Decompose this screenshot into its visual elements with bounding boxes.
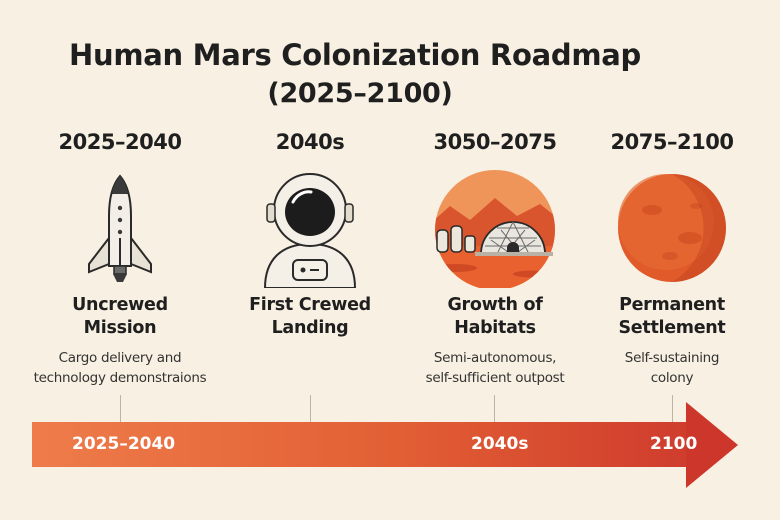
milestone-uncrewed-mission: 2025–2040 Uncrewed Mission Cargo deliver… [20, 130, 220, 388]
milestone-description-line1: Semi-autonomous, [433, 350, 557, 366]
milestone-description-line2: self-sufficient outpost [425, 370, 565, 386]
milestone-heading-line2: Landing [271, 318, 349, 338]
timeline-arrowhead [686, 402, 738, 488]
milestone-heading-line1: Permanent [619, 295, 725, 315]
timeline-tick [494, 395, 495, 425]
milestone-heading-line2: Settlement [618, 318, 726, 338]
page-title: Human Mars Colonization Roadmap [69, 38, 641, 72]
milestone-heading-line1: Growth of [447, 295, 543, 315]
milestone-description-line2: colony [650, 370, 694, 386]
mars-planet-icon [618, 174, 726, 282]
milestone-description-line1: Self-sustaining [624, 350, 720, 366]
timeline-tick [672, 395, 673, 425]
timeline-label-start: 2025–2040 [72, 434, 176, 454]
milestone-heading-line1: Uncrewed [72, 295, 168, 315]
rocket-icon [88, 174, 152, 282]
milestone-heading-line2: Habitats [454, 318, 536, 338]
milestone-heading-line2: Mission [83, 318, 157, 338]
milestone-date: 2075–2100 [610, 130, 734, 154]
habitat-dome-icon [435, 170, 555, 288]
astronaut-icon [263, 173, 357, 288]
milestone-heading-line1: First Crewed [249, 295, 371, 315]
timeline-tick [310, 395, 311, 425]
milestone-date: 3050–2075 [433, 130, 557, 154]
timeline-tick [120, 395, 121, 425]
milestone-description-line2: technology demonstraions [33, 370, 207, 386]
page-subtitle: (2025–2100) [267, 78, 453, 109]
milestone-growth-of-habitats: 3050–2075 Growth of Habitats Semi-autono… [395, 130, 595, 388]
milestone-first-crewed-landing: 2040s First Crewed Landing [210, 130, 410, 348]
timeline-bar [32, 422, 692, 467]
timeline-label-end: 2100 [650, 434, 698, 454]
milestone-description-line1: Cargo delivery and [58, 350, 182, 366]
timeline-label-mid: 2040s [471, 434, 529, 454]
milestone-date: 2025–2040 [58, 130, 182, 154]
milestone-permanent-settlement: 2075–2100 Permanent Settlement Self-sust… [572, 130, 772, 388]
milestone-date: 2040s [275, 130, 345, 154]
